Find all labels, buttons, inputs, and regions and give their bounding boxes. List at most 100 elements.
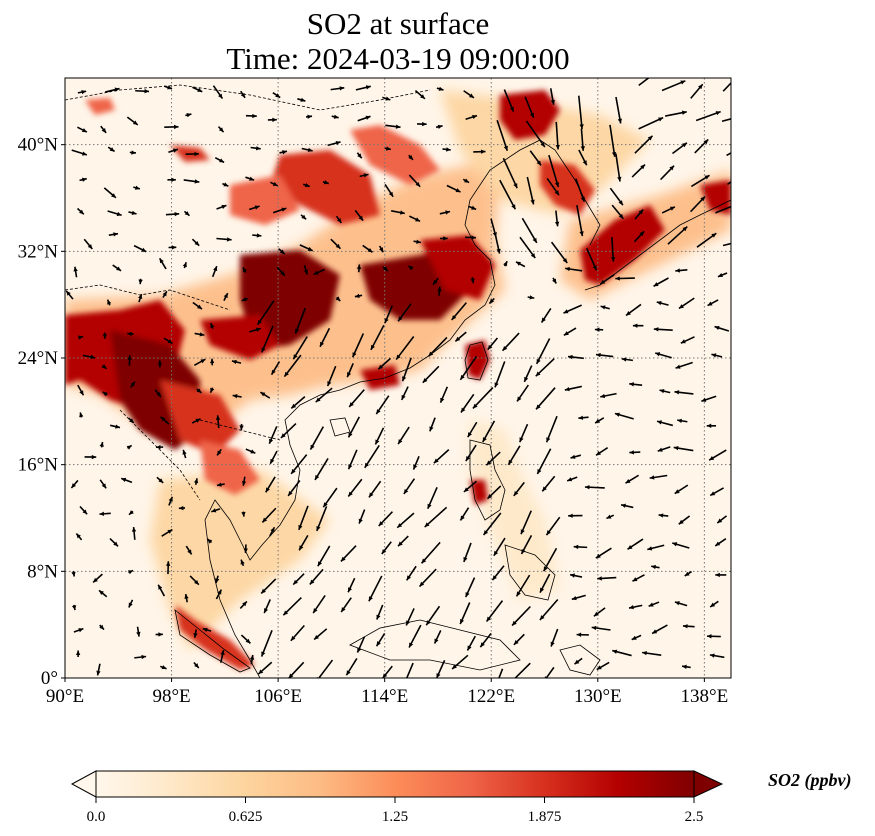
lat-tick-label: 32°N xyxy=(18,241,59,262)
wind-arrow xyxy=(107,210,122,217)
wind-arrow xyxy=(520,510,532,535)
wind-arrow xyxy=(290,396,306,410)
wind-arrow xyxy=(292,573,305,586)
wind-arrow xyxy=(241,476,247,486)
wind-arrow xyxy=(726,152,731,157)
wind-arrow xyxy=(540,308,552,323)
colorbar-ticks: 0.0 0.625 1.25 1.875 2.5 xyxy=(87,797,703,825)
latitude-tick-labels: 0° 8°N 16°N 24°N 32°N 40°N xyxy=(18,135,65,689)
wind-arrow xyxy=(280,422,297,439)
wind-arrow xyxy=(464,577,476,598)
wind-arrow xyxy=(420,541,441,564)
wind-arrow xyxy=(390,210,405,215)
lat-tick-label: 24°N xyxy=(18,348,59,369)
wind-arrow xyxy=(600,392,617,399)
wind-arrow xyxy=(689,195,706,213)
wind-arrow xyxy=(548,154,560,188)
wind-arrow xyxy=(319,327,331,348)
wind-arrow xyxy=(294,307,307,334)
wind-arrow xyxy=(435,659,446,678)
wind-arrow xyxy=(79,505,88,515)
wind-arrow xyxy=(513,633,525,646)
wind-arrow xyxy=(270,361,281,376)
wind-arrow xyxy=(462,178,470,184)
lon-tick-label: 98°E xyxy=(152,686,190,707)
wind-arrow xyxy=(407,265,414,271)
wind-arrow xyxy=(359,173,369,178)
wind-arrow xyxy=(215,415,221,429)
wind-arrow xyxy=(436,86,444,91)
wind-arrow xyxy=(631,634,642,641)
wind-arrow xyxy=(202,627,212,632)
wind-arrow xyxy=(507,445,521,466)
lat-tick-label: 8°N xyxy=(27,561,58,582)
wind-arrow xyxy=(539,573,551,593)
wind-arrow xyxy=(249,654,255,665)
wind-arrow xyxy=(345,657,358,676)
wind-arrow xyxy=(178,505,186,511)
wind-arrow xyxy=(409,215,421,223)
wind-arrow xyxy=(680,336,695,344)
wind-arrow xyxy=(550,628,559,647)
wind-arrow xyxy=(525,120,546,148)
wind-arrow xyxy=(487,337,499,351)
wind-arrow xyxy=(191,238,200,247)
wind-arrow xyxy=(240,90,246,99)
wind-arrow xyxy=(382,266,389,272)
so2-field xyxy=(65,90,731,670)
wind-arrow xyxy=(256,300,275,326)
wind-arrow xyxy=(265,476,276,493)
wind-arrow xyxy=(459,356,478,381)
wind-arrow xyxy=(651,564,660,570)
wind-arrow xyxy=(130,381,136,388)
wind-arrow xyxy=(440,236,448,241)
wind-arrow xyxy=(290,624,305,642)
wind-arrow xyxy=(595,547,612,559)
wind-arrow xyxy=(194,332,205,337)
wind-arrow xyxy=(135,89,150,94)
wind-arrow xyxy=(243,544,248,554)
wind-arrow xyxy=(493,537,506,557)
wind-arrow xyxy=(335,296,341,302)
wind-arrow xyxy=(609,187,624,206)
wind-arrow xyxy=(168,245,177,250)
wind-arrow xyxy=(276,266,286,277)
wind-arrow xyxy=(191,418,201,424)
wind-arrow xyxy=(184,593,189,603)
wind-arrow xyxy=(667,225,688,245)
wind-arrow xyxy=(678,297,695,310)
wind-arrow xyxy=(103,187,117,199)
wind-arrow xyxy=(194,478,199,485)
wind-arrow xyxy=(439,210,451,215)
wind-arrow xyxy=(570,454,582,459)
wind-arrow xyxy=(100,125,107,134)
wind-arrow xyxy=(633,230,645,243)
wind-arrow xyxy=(315,387,333,403)
wind-arrow xyxy=(270,181,279,187)
wind-arrow xyxy=(183,210,191,217)
wind-arrow xyxy=(674,390,694,395)
wind-arrow xyxy=(515,574,531,597)
wind-arrow xyxy=(120,477,133,484)
wind-arrow xyxy=(711,353,723,358)
wind-arrow xyxy=(355,85,371,91)
wind-arrow xyxy=(584,485,605,490)
wind-arrow xyxy=(437,286,442,296)
wind-arrow xyxy=(193,661,200,669)
wind-arrow xyxy=(695,110,721,122)
coastlines xyxy=(65,84,731,678)
wind-arrow xyxy=(496,120,509,152)
wind-arrow xyxy=(631,163,646,178)
wind-arrow xyxy=(550,241,568,264)
wind-arrow xyxy=(568,513,583,518)
wind-arrow xyxy=(138,293,143,303)
wind-arrow xyxy=(535,387,556,410)
wind-arrow xyxy=(654,352,672,359)
wind-arrow xyxy=(358,509,366,524)
wind-arrow xyxy=(299,244,314,252)
wind-arrow xyxy=(566,476,578,482)
wind-arrow xyxy=(715,572,727,578)
wind-arrow xyxy=(79,177,87,182)
wind-arrow xyxy=(501,332,520,352)
wind-arrow xyxy=(292,336,308,360)
